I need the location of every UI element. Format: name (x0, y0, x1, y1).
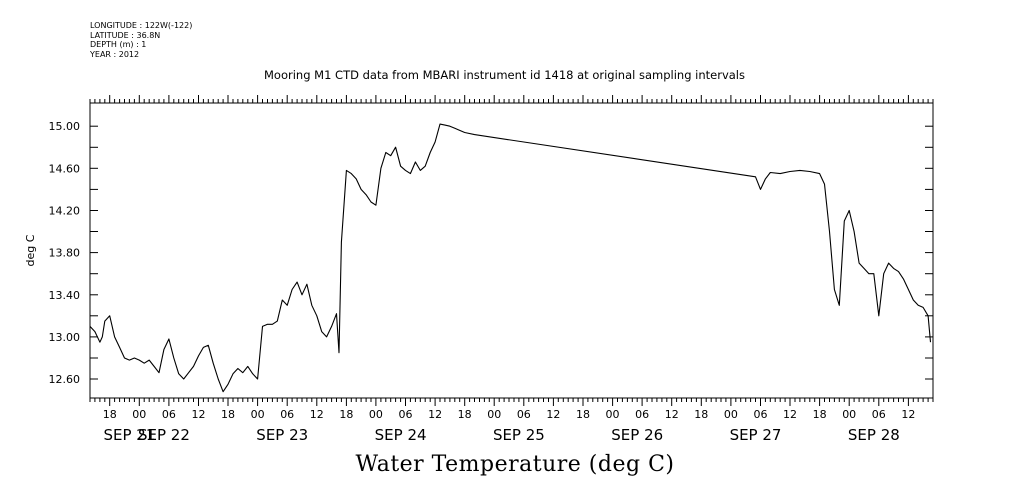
x-hour-tick-label: 00 (487, 408, 501, 421)
x-hour-tick-label: 06 (753, 408, 767, 421)
x-day-label: SEP 24 (375, 426, 427, 444)
x-hour-tick-label: 18 (103, 408, 117, 421)
x-hour-tick-label: 18 (813, 408, 827, 421)
x-hour-tick-label: 06 (517, 408, 531, 421)
x-day-label: SEP 26 (611, 426, 663, 444)
x-hour-tick-label: 12 (310, 408, 324, 421)
x-hour-tick-label: 18 (339, 408, 353, 421)
x-hour-tick-label: 12 (546, 408, 560, 421)
x-hour-tick-label: 00 (369, 408, 383, 421)
x-hour-tick-label: 12 (191, 408, 205, 421)
x-hour-tick-label: 12 (665, 408, 679, 421)
y-tick-label: 14.20 (49, 204, 81, 217)
x-hour-tick-label: 00 (132, 408, 146, 421)
x-day-label: SEP 25 (493, 426, 545, 444)
x-hour-tick-label: 00 (606, 408, 620, 421)
plot-frame (89, 102, 934, 399)
x-hour-tick-label: 00 (724, 408, 738, 421)
x-hour-tick-label: 06 (399, 408, 413, 421)
x-hour-tick-label: 00 (842, 408, 856, 421)
y-tick-label: 12.60 (49, 373, 81, 386)
x-day-label: SEP 21 (103, 426, 155, 444)
x-hour-tick-label: 18 (576, 408, 590, 421)
x-day-label: SEP 23 (256, 426, 308, 444)
longitude-label: LONGITUDE : 122W(-122) (90, 21, 193, 30)
x-hour-tick-label: 12 (901, 408, 915, 421)
y-tick-label: 14.60 (49, 162, 81, 175)
latitude-label: LATITUDE : 36.8N (90, 30, 161, 40)
x-hour-tick-label: 18 (221, 408, 235, 421)
x-hour-tick-label: 00 (251, 408, 265, 421)
y-tick-label: 13.00 (49, 331, 81, 344)
x-day-label: SEP 27 (730, 426, 782, 444)
depth-label: DEPTH (m) : 1 (90, 40, 147, 49)
y-tick-label: 15.00 (49, 120, 81, 133)
x-hour-tick-label: 06 (162, 408, 176, 421)
x-hour-tick-label: 12 (783, 408, 797, 421)
temperature-series-line (89, 123, 932, 393)
x-day-label: SEP 28 (848, 426, 900, 444)
y-axis-label: deg C (24, 234, 37, 266)
x-hour-tick-label: 06 (635, 408, 649, 421)
y-tick-label: 13.40 (49, 289, 81, 302)
y-tick-label: 13.80 (49, 247, 81, 260)
x-day-label: SEP 22 (138, 426, 190, 444)
chart-title: Mooring M1 CTD data from MBARI instrumen… (264, 68, 745, 82)
x-hour-tick-label: 18 (694, 408, 708, 421)
x-hour-tick-label: 12 (428, 408, 442, 421)
x-hour-tick-label: 18 (458, 408, 472, 421)
metadata-block: LONGITUDE : 122W(-122) LATITUDE : 36.8N … (90, 21, 192, 59)
year-label: YEAR : 2012 (90, 49, 140, 59)
footer-title: Water Temperature (deg C) (355, 452, 675, 477)
x-hour-tick-label: 06 (872, 408, 886, 421)
x-hour-tick-label: 06 (280, 408, 294, 421)
